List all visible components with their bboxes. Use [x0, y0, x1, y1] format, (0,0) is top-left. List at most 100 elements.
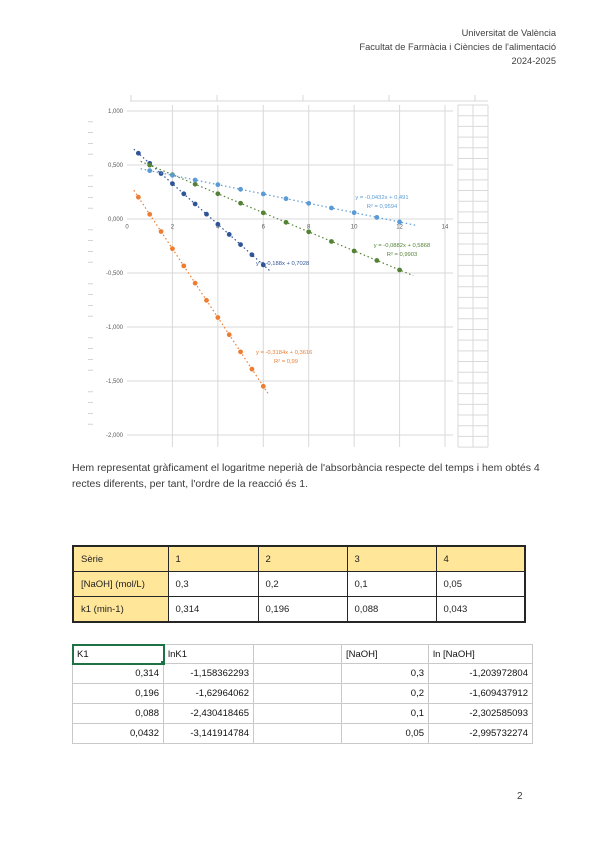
data-point: [215, 191, 221, 197]
chart: 1,000 0,500 0,000 -0,500 -1,000 -1,500 -2,000 0…: [85, 95, 515, 465]
data-point: [192, 181, 198, 187]
x-axis-label: 4: [216, 225, 220, 231]
x-axis-label: 8: [307, 225, 311, 231]
table-row: Sèrie 1 2 3 4: [72, 545, 526, 572]
table-row: k1 (min-1) 0,314 0,196 0,088 0,043: [72, 596, 526, 623]
data-point: [204, 297, 209, 303]
y-axis-label: -0,500: [106, 271, 124, 277]
table-cell: 0,196: [72, 683, 164, 704]
table-cell: 3: [346, 545, 437, 572]
excel-table: K1 lnK1 [NaOH] ln [NaOH] 0,314 -1,158362293 0,…: [71, 643, 533, 744]
table-cell: 0,05: [341, 723, 429, 744]
data-point: [397, 267, 402, 273]
data-point: [204, 211, 209, 217]
data-point: [135, 150, 141, 156]
x-axis-label: 14: [442, 225, 449, 231]
page-header: Universitat de València Facultat de Farm…: [359, 26, 556, 68]
data-point: [147, 162, 153, 168]
table-header-cell: [NaOH]: [341, 644, 429, 664]
data-point: [170, 246, 175, 252]
table-cell: 1: [167, 545, 259, 572]
page-number: 2: [517, 791, 523, 802]
table-cell: 0,1: [346, 571, 437, 597]
data-point: [260, 383, 266, 389]
table-cell: -1,62964062: [163, 683, 254, 704]
table-cell: [253, 723, 342, 744]
table-cell: -3,141914784: [163, 723, 254, 744]
x-axis-label: 6: [262, 225, 266, 231]
table-cell: 2: [257, 545, 348, 572]
table-cell: -2,995732274: [428, 723, 533, 744]
y-axis-label: -1,000: [106, 325, 124, 331]
table-row: 0,088 -2,430418465 0,1 -2,302585093: [72, 703, 533, 724]
data-point: [147, 211, 153, 217]
table-cell: 0,314: [72, 663, 164, 684]
table-header-cell: [253, 644, 342, 664]
data-point: [351, 210, 357, 216]
data-point: [226, 332, 232, 338]
table-cell: -2,302585093: [428, 703, 533, 724]
table-cell: 0,2: [341, 683, 429, 704]
selected-cell: K1: [71, 643, 166, 666]
chart-svg: 1,000 0,500 0,000 -0,500 -1,000 -1,500 -2,000 0…: [88, 95, 489, 448]
trendline: [133, 148, 271, 272]
x-axis-label: 2: [171, 225, 175, 231]
table-cell: 0,3: [167, 571, 259, 597]
table-header-cell: ln [NaOH]: [428, 644, 533, 664]
header-year: 2024-2025: [511, 56, 556, 66]
table-cell: 0,2: [257, 571, 348, 597]
data-point: [238, 242, 243, 247]
trendline: [133, 189, 269, 394]
data-point: [283, 196, 289, 202]
data-point: [249, 252, 255, 258]
data-point: [283, 219, 289, 225]
x-axis-label: 0: [125, 225, 129, 231]
header-university: Universitat de València: [461, 28, 556, 38]
trendline-equation: R² = 0,9594: [367, 204, 398, 210]
table-cell: Sèrie: [72, 545, 169, 572]
table-cell: [253, 683, 342, 704]
trendline-equation: y = -0,188x + 0,7028: [256, 261, 309, 267]
y-axis-label: 1,000: [108, 109, 124, 115]
data-point: [238, 186, 243, 192]
data-point: [260, 262, 266, 268]
data-point: [374, 258, 380, 263]
table-cell: 0,088: [346, 596, 437, 623]
trendline-equation: R² = 0,99: [274, 359, 298, 365]
y-axis-label: 0,000: [108, 217, 124, 223]
y-axis-label: 0,500: [108, 163, 124, 169]
data-point: [260, 210, 266, 216]
y-axis-label: -2,000: [106, 433, 124, 439]
trendline-equation: y = -0,3184x + 0,3616: [256, 350, 312, 356]
table-cell: [NaOH] (mol/L): [72, 571, 169, 597]
table-cell: [253, 703, 342, 724]
table-header-cell: lnK1: [163, 644, 254, 664]
table-cell: -1,158362293: [163, 663, 254, 684]
data-point: [181, 191, 187, 197]
data-point: [260, 191, 266, 197]
table-cell: -1,203972804: [428, 663, 533, 684]
table-cell: 0,05: [435, 571, 526, 597]
data-point: [329, 205, 334, 211]
body-paragraph: Hem representat gràficament el logaritme…: [72, 462, 540, 490]
header-faculty: Facultat de Farmàcia i Ciències de l'ali…: [359, 42, 556, 52]
trendline-equation: y = -0,0432x + 0,491: [355, 195, 408, 201]
data-point: [306, 200, 312, 206]
data-point: [238, 349, 243, 355]
data-point: [135, 194, 141, 200]
data-point: [181, 263, 187, 269]
table-cell: -2,430418465: [163, 703, 254, 724]
table-cell: -1,609437912: [428, 683, 533, 704]
table-cell: 0,3: [341, 663, 429, 684]
data-point: [215, 182, 221, 188]
data-point: [147, 168, 153, 174]
x-axis-label: 10: [351, 225, 358, 231]
data-point: [249, 366, 255, 372]
data-point: [158, 229, 164, 234]
table-row: [NaOH] (mol/L) 0,3 0,2 0,1 0,05: [72, 571, 526, 597]
table-row: 0,0432 -3,141914784 0,05 -2,995732274: [72, 723, 533, 744]
data-point: [226, 232, 232, 237]
data-point: [374, 214, 380, 220]
data-point: [306, 229, 312, 235]
